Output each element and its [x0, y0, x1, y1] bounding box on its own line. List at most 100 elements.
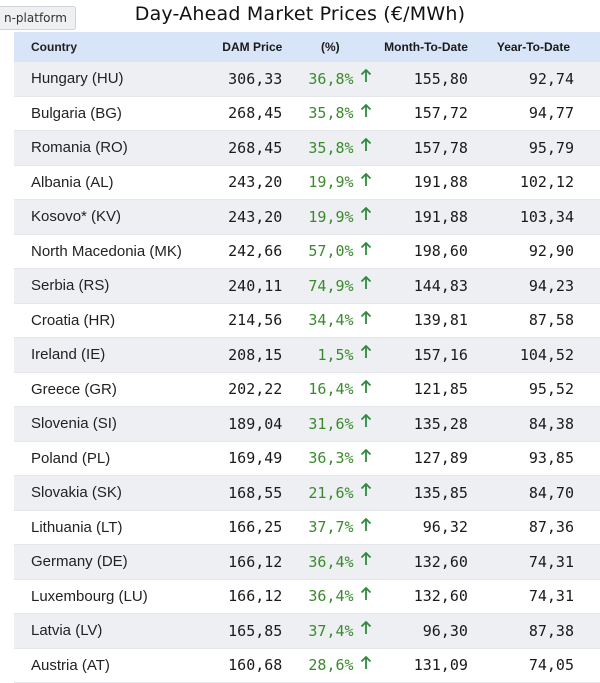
cell-percent-change: 37,4%: [282, 613, 354, 648]
cell-month-to-date: 135,28: [378, 406, 468, 441]
cell-trend: [353, 648, 379, 683]
table-row[interactable]: Serbia (RS) 240,11 74,9% 144,83 94,23: [14, 268, 600, 303]
cell-month-to-date: 96,30: [378, 613, 468, 648]
arrow-up-icon: [360, 275, 372, 295]
cell-dam-price: 169,49: [202, 441, 283, 476]
cell-year-to-date: 87,58: [467, 303, 600, 338]
table-row[interactable]: Kosovo* (KV) 243,20 19,9% 191,88 103,34: [14, 199, 600, 234]
cell-country: Hungary (HU): [14, 62, 203, 96]
arrow-up-icon: [360, 551, 372, 571]
cell-month-to-date: 131,09: [378, 648, 468, 683]
col-header-dam-price[interactable]: DAM Price: [202, 32, 283, 62]
chart-title: Day-Ahead Market Prices (€/MWh): [134, 3, 466, 25]
cell-year-to-date: 87,38: [467, 613, 600, 648]
cell-country: Croatia (HR): [14, 303, 203, 338]
table-row[interactable]: Slovakia (SK) 168,55 21,6% 135,85 84,70: [14, 475, 600, 510]
cell-percent-change: 35,8%: [282, 96, 354, 131]
col-header-country[interactable]: Country: [14, 32, 203, 62]
cell-country: Romania (RO): [14, 130, 203, 165]
cell-dam-price: 306,33: [202, 62, 283, 96]
cell-month-to-date: 135,85: [378, 475, 468, 510]
cell-month-to-date: 121,85: [378, 372, 468, 407]
arrow-up-icon: [360, 655, 372, 675]
table-header-row: Country DAM Price (%) Month-To-Date Year…: [14, 32, 600, 62]
table-row[interactable]: North Macedonia (MK) 242,66 57,0% 198,60 92,…: [14, 234, 600, 269]
cell-country: Slovakia (SK): [14, 475, 203, 510]
table-row[interactable]: Albania (AL) 243,20 19,9% 191,88 102,12: [14, 165, 600, 200]
cell-percent-change: 36,4%: [282, 544, 354, 579]
col-header-percent[interactable]: (%): [282, 32, 379, 62]
cell-country: North Macedonia (MK): [14, 234, 203, 269]
cell-dam-price: 189,04: [202, 406, 283, 441]
table-row[interactable]: Greece (GR) 202,22 16,4% 121,85 95,52: [14, 372, 600, 407]
cell-percent-change: 36,3%: [282, 441, 354, 476]
cell-year-to-date: 84,70: [467, 475, 600, 510]
table-row[interactable]: Hungary (HU) 306,33 36,8% 155,80 92,74: [14, 62, 600, 96]
cell-dam-price: 166,12: [202, 544, 283, 579]
cell-month-to-date: 132,60: [378, 544, 468, 579]
col-header-month-to-date[interactable]: Month-To-Date: [378, 32, 468, 62]
cell-year-to-date: 95,79: [467, 130, 600, 165]
cell-trend: [353, 199, 379, 234]
cell-month-to-date: 127,89: [378, 441, 468, 476]
cell-country: Kosovo* (KV): [14, 199, 203, 234]
cell-year-to-date: 74,31: [467, 544, 600, 579]
table-row[interactable]: Poland (PL) 169,49 36,3% 127,89 93,85: [14, 441, 600, 476]
cell-country: Lithuania (LT): [14, 510, 203, 545]
arrow-up-icon: [360, 413, 372, 433]
table-row[interactable]: Lithuania (LT) 166,25 37,7% 96,32 87,36: [14, 510, 600, 545]
arrow-up-icon: [360, 482, 372, 502]
cell-percent-change: 21,6%: [282, 475, 354, 510]
table-row[interactable]: Bulgaria (BG) 268,45 35,8% 157,72 94,77: [14, 96, 600, 131]
cell-dam-price: 243,20: [202, 199, 283, 234]
cell-dam-price: 240,11: [202, 268, 283, 303]
platform-tab-chip[interactable]: n-platform: [0, 6, 76, 30]
table-row[interactable]: Austria (AT) 160,68 28,6% 131,09 74,05: [14, 648, 600, 683]
cell-country: Latvia (LV): [14, 613, 203, 648]
cell-trend: [353, 337, 379, 372]
cell-year-to-date: 94,77: [467, 96, 600, 131]
arrow-up-icon: [360, 586, 372, 606]
cell-trend: [353, 613, 379, 648]
cell-dam-price: 202,22: [202, 372, 283, 407]
cell-dam-price: 168,55: [202, 475, 283, 510]
cell-year-to-date: 102,12: [467, 165, 600, 200]
cell-trend: [353, 268, 379, 303]
table-row[interactable]: Latvia (LV) 165,85 37,4% 96,30 87,38: [14, 613, 600, 648]
table-row[interactable]: Slovenia (SI) 189,04 31,6% 135,28 84,38: [14, 406, 600, 441]
cell-percent-change: 74,9%: [282, 268, 354, 303]
cell-percent-change: 57,0%: [282, 234, 354, 269]
table-row[interactable]: Romania (RO) 268,45 35,8% 157,78 95,79: [14, 130, 600, 165]
cell-country: Greece (GR): [14, 372, 203, 407]
arrow-up-icon: [360, 517, 372, 537]
cell-trend: [353, 475, 379, 510]
cell-year-to-date: 104,52: [467, 337, 600, 372]
cell-dam-price: 208,15: [202, 337, 283, 372]
cell-percent-change: 34,4%: [282, 303, 354, 338]
arrow-up-icon: [360, 103, 372, 123]
cell-trend: [353, 579, 379, 614]
cell-country: Slovenia (SI): [14, 406, 203, 441]
cell-country: Luxembourg (LU): [14, 579, 203, 614]
cell-month-to-date: 198,60: [378, 234, 468, 269]
cell-year-to-date: 74,05: [467, 648, 600, 683]
cell-trend: [353, 234, 379, 269]
cell-percent-change: 19,9%: [282, 199, 354, 234]
arrow-up-icon: [360, 206, 372, 226]
table-row[interactable]: Luxembourg (LU) 166,12 36,4% 132,60 74,31: [14, 579, 600, 614]
cell-percent-change: 28,6%: [282, 648, 354, 683]
cell-dam-price: 214,56: [202, 303, 283, 338]
cell-percent-change: 37,7%: [282, 510, 354, 545]
table-row[interactable]: Germany (DE) 166,12 36,4% 132,60 74,31: [14, 544, 600, 579]
cell-trend: [353, 441, 379, 476]
cell-month-to-date: 144,83: [378, 268, 468, 303]
table-row[interactable]: Croatia (HR) 214,56 34,4% 139,81 87,58: [14, 303, 600, 338]
arrow-up-icon: [360, 448, 372, 468]
cell-country: Poland (PL): [14, 441, 203, 476]
cell-year-to-date: 92,74: [467, 62, 600, 96]
table-row[interactable]: Ireland (IE) 208,15 1,5% 157,16 104,52: [14, 337, 600, 372]
col-header-year-to-date[interactable]: Year-To-Date: [467, 32, 600, 62]
cell-country: Serbia (RS): [14, 268, 203, 303]
cell-trend: [353, 96, 379, 131]
cell-dam-price: 242,66: [202, 234, 283, 269]
